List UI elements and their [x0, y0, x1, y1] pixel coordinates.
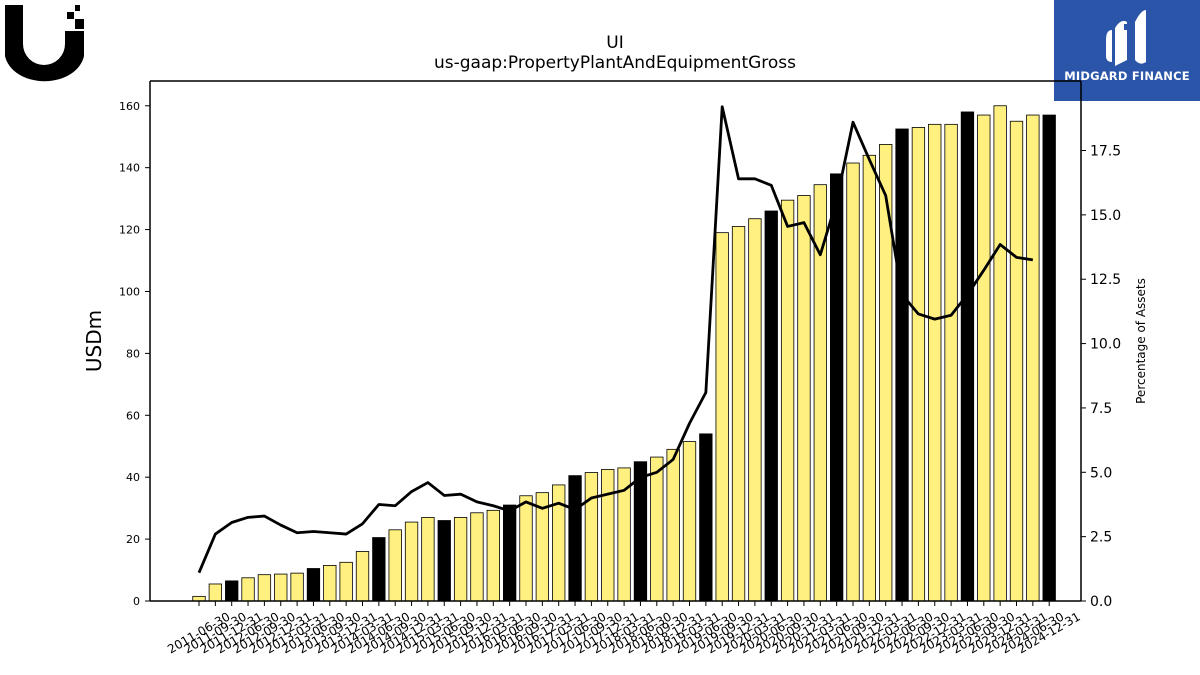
bar: [339, 561, 353, 602]
bar-annual: [568, 475, 582, 602]
bar: [323, 565, 337, 602]
bar-annual: [502, 504, 517, 602]
y2-tick-label: 17.5: [1090, 144, 1121, 160]
brand-name: MIDGARD FINANCE: [1064, 69, 1190, 83]
bar: [453, 517, 468, 602]
bar: [715, 232, 729, 602]
bar: [780, 199, 795, 602]
bar: [241, 577, 255, 602]
bar: [731, 226, 746, 602]
y2-tick-label: 2.5: [1090, 530, 1112, 546]
bar-annual: [372, 537, 386, 602]
bar: [911, 127, 926, 602]
chart-subtitle: us-gaap:PropertyPlantAndEquipmentGross: [434, 53, 796, 73]
y-axis-label: USDm: [82, 310, 106, 372]
bar: [666, 448, 680, 602]
bar-annual: [830, 173, 844, 602]
y2-tick-label: 10.0: [1090, 337, 1121, 353]
y2-tick-label: 5.0: [1090, 465, 1112, 481]
ui-u-logo-icon: [5, 5, 84, 82]
midgard-logo: MIDGARD FINANCE: [1054, 0, 1200, 101]
bar-annual: [764, 210, 778, 602]
bar: [797, 195, 811, 602]
y-tick-label: 0: [133, 595, 140, 608]
bar: [748, 218, 762, 602]
bar-annual: [437, 520, 451, 602]
y-tick-label: 80: [126, 347, 140, 360]
bar: [486, 509, 500, 602]
line-percentage-of-assets: [197, 105, 1034, 574]
y2-tick-label: 7.5: [1090, 401, 1112, 417]
bar: [928, 123, 942, 602]
bar: [1026, 114, 1040, 602]
bar: [274, 573, 288, 602]
bar: [208, 583, 223, 602]
bar: [388, 529, 402, 602]
y-tick-label: 140: [119, 162, 140, 175]
bar: [470, 512, 484, 602]
y-tick-label: 20: [126, 533, 140, 546]
y2-axis-label: Percentage of Assets: [1134, 278, 1148, 404]
chart-title: UI: [606, 33, 623, 53]
bar-annual: [1042, 114, 1056, 602]
bar: [290, 572, 304, 602]
bar-annual: [225, 580, 239, 602]
bar: [404, 521, 419, 602]
bar: [993, 105, 1007, 602]
y-tick-label: 120: [119, 224, 140, 237]
y2-tick-label: 15.0: [1090, 208, 1121, 224]
y2-tick-label: 0.0: [1090, 594, 1112, 610]
y-tick-label: 60: [126, 409, 140, 422]
bar-annual: [960, 111, 975, 602]
ui-logo: [0, 0, 90, 90]
bar: [862, 154, 876, 602]
bar: [601, 469, 615, 602]
bar: [355, 551, 370, 602]
y-tick-label: 100: [119, 285, 140, 298]
y2-tick-label: 12.5: [1090, 272, 1121, 288]
bar: [1009, 120, 1024, 602]
y-tick-label: 160: [119, 100, 140, 113]
midgard-m-logo-icon: [1106, 10, 1146, 66]
bar-annual: [895, 128, 909, 602]
bar: [650, 456, 664, 602]
bar: [944, 123, 958, 602]
bar: [846, 162, 860, 602]
bar: [519, 495, 533, 602]
y-tick-label: 40: [126, 471, 140, 484]
bar: [879, 144, 893, 602]
bar: [421, 517, 435, 602]
plot-area: 0 20 40 60 80 100 120 140 160 0.0 2.5 5.0 7.5 10.0 12.…: [119, 80, 1121, 656]
bar: [257, 574, 272, 602]
bar-annual: [306, 568, 321, 602]
bar-annual: [699, 433, 713, 602]
bar: [682, 441, 697, 602]
bar: [977, 114, 991, 602]
bar: [584, 472, 599, 602]
